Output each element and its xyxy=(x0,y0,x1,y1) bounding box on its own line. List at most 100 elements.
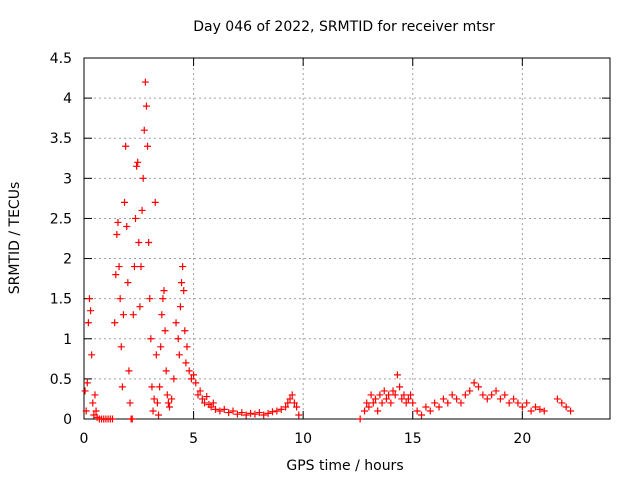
data-point xyxy=(108,415,116,423)
data-point xyxy=(145,239,153,247)
data-point xyxy=(363,399,371,407)
data-point xyxy=(119,311,127,319)
data-point xyxy=(378,399,386,407)
data-point xyxy=(277,405,285,413)
data-point xyxy=(382,395,390,403)
data-point xyxy=(134,158,142,166)
data-point xyxy=(567,407,575,415)
data-point xyxy=(488,391,496,399)
y-tick-label: 4.5 xyxy=(50,51,72,67)
data-point xyxy=(149,407,157,415)
y-tick-label: 3.5 xyxy=(50,131,72,147)
data-point xyxy=(157,343,165,351)
data-point xyxy=(288,391,296,399)
data-point xyxy=(207,403,215,411)
x-tick-label: 0 xyxy=(80,431,89,447)
data-point xyxy=(158,311,166,319)
data-point xyxy=(365,403,373,411)
data-point xyxy=(435,403,443,411)
data-point xyxy=(385,391,393,399)
data-point xyxy=(180,287,188,295)
data-point xyxy=(148,383,156,391)
data-point xyxy=(209,399,217,407)
y-tick-label: 0.5 xyxy=(50,372,72,388)
data-point xyxy=(165,403,173,411)
data-point xyxy=(128,415,136,423)
data-point xyxy=(457,399,465,407)
data-point xyxy=(518,403,526,411)
data-point xyxy=(130,263,138,271)
data-point xyxy=(216,407,224,415)
y-tick-label: 1.5 xyxy=(50,292,72,308)
data-point xyxy=(160,287,168,295)
x-tick-label: 20 xyxy=(513,431,531,447)
data-point xyxy=(558,399,566,407)
data-point xyxy=(483,395,491,403)
data-point xyxy=(88,351,96,359)
x-tick-label: 5 xyxy=(189,431,198,447)
data-point xyxy=(264,409,272,417)
data-point xyxy=(492,387,500,395)
data-point xyxy=(514,399,522,407)
data-point xyxy=(439,395,447,403)
data-point xyxy=(431,399,439,407)
data-point xyxy=(233,410,241,418)
data-point xyxy=(181,327,189,335)
data-point xyxy=(466,387,474,395)
data-point xyxy=(284,399,292,407)
y-tick-label: 2.5 xyxy=(50,211,72,227)
data-point xyxy=(141,78,149,86)
data-point xyxy=(187,375,195,383)
data-point xyxy=(84,319,92,327)
data-point xyxy=(156,383,164,391)
data-point xyxy=(361,407,369,415)
data-point xyxy=(85,295,93,303)
data-point xyxy=(161,327,169,335)
y-tick-label: 3 xyxy=(63,171,72,187)
data-point xyxy=(422,403,430,411)
data-point xyxy=(404,395,412,403)
data-point xyxy=(89,399,97,407)
data-point xyxy=(139,174,147,182)
axis-ticks: 0 0.5 1 1.5 2 2.5 3 3.5 4 4.5 0 5 10 15 20 xyxy=(50,51,610,447)
data-point xyxy=(418,411,426,419)
data-point xyxy=(501,391,509,399)
data-point xyxy=(201,399,209,407)
data-point xyxy=(147,335,155,343)
data-point xyxy=(290,399,298,407)
data-point xyxy=(114,218,122,226)
data-point xyxy=(527,407,535,415)
data-point xyxy=(203,393,211,401)
data-point xyxy=(371,395,379,403)
y-tick-label: 2 xyxy=(63,252,72,268)
data-points xyxy=(81,78,575,423)
data-point xyxy=(178,279,186,287)
data-point xyxy=(126,399,134,407)
data-point xyxy=(407,391,415,399)
data-point xyxy=(356,415,364,423)
data-point xyxy=(163,391,171,399)
data-point xyxy=(140,126,148,134)
data-point xyxy=(124,279,132,287)
data-point xyxy=(174,335,182,343)
data-point xyxy=(448,391,456,399)
data-point xyxy=(402,399,410,407)
data-point xyxy=(220,405,228,413)
data-point xyxy=(135,239,143,247)
data-point xyxy=(380,387,388,395)
data-point xyxy=(151,198,159,206)
data-point xyxy=(133,162,141,170)
data-point xyxy=(117,343,125,351)
data-point xyxy=(461,391,469,399)
data-point xyxy=(185,367,193,375)
data-point xyxy=(496,395,504,403)
data-point xyxy=(146,295,154,303)
data-point xyxy=(510,395,518,403)
data-point xyxy=(116,295,124,303)
data-point xyxy=(409,399,417,407)
data-point xyxy=(122,142,130,150)
data-point xyxy=(87,307,95,315)
data-point xyxy=(179,263,187,271)
data-point xyxy=(112,271,120,279)
data-point xyxy=(260,411,268,419)
